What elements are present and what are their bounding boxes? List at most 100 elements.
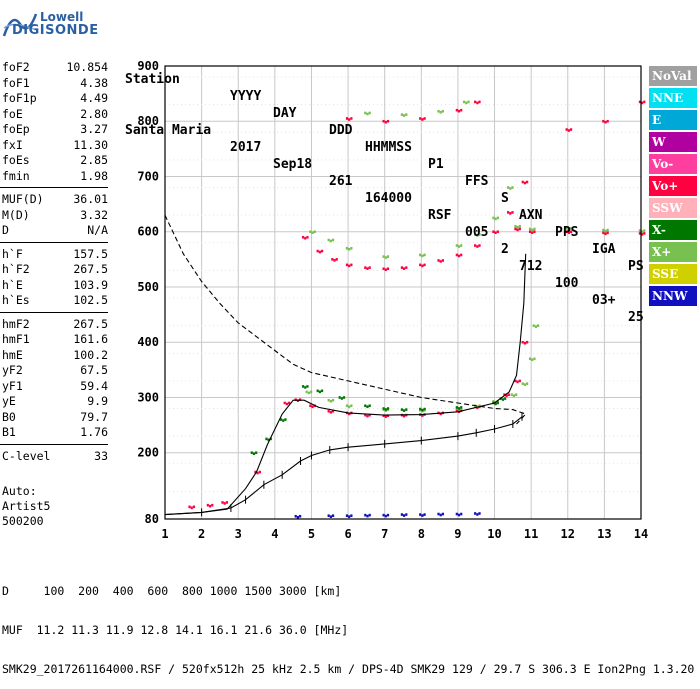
data-point	[439, 260, 442, 263]
data-point	[382, 267, 385, 271]
auto-artist: Artist5	[2, 499, 51, 513]
legend-item: NNE	[649, 88, 697, 108]
param-value: 36.01	[73, 192, 108, 206]
data-point	[474, 512, 477, 515]
param-value: 1.76	[80, 425, 108, 439]
param-row: MUF(D) 36.01	[2, 192, 108, 206]
legend-item: SSE	[649, 264, 697, 284]
data-point	[331, 398, 335, 402]
data-point	[457, 513, 461, 517]
data-point	[386, 414, 390, 417]
data-point	[602, 231, 605, 235]
y-tick-label: 600	[137, 225, 159, 239]
data-point	[604, 229, 607, 233]
header-value: RSF	[428, 208, 452, 223]
param-value: 11.30	[73, 137, 108, 152]
data-point	[386, 119, 390, 123]
data-point	[403, 514, 406, 517]
param-separator	[0, 241, 108, 243]
param-row: foF2 10.854	[2, 60, 108, 74]
data-point	[316, 249, 319, 253]
param-row: D N/A	[2, 223, 108, 237]
x-tick-label: 14	[634, 527, 648, 541]
data-point	[565, 128, 568, 131]
data-point	[283, 401, 286, 405]
data-point	[345, 514, 349, 517]
y-tick-label: 80	[145, 512, 159, 526]
data-point	[366, 267, 369, 270]
param-row: foEp 3.27	[2, 122, 108, 136]
data-point	[254, 470, 257, 474]
x-tick-label: 13	[597, 527, 611, 541]
header-value: 005	[465, 225, 489, 240]
data-point	[423, 263, 426, 267]
param-row: M(D) 3.32	[2, 208, 108, 222]
data-point	[327, 238, 330, 242]
x-tick-label: 7	[381, 527, 388, 541]
data-point	[511, 186, 514, 189]
legend-item: W	[649, 132, 697, 152]
header-label: P1	[428, 157, 444, 172]
data-point	[403, 267, 406, 270]
data-point	[474, 244, 477, 247]
param-key: B1	[2, 425, 16, 439]
data-point	[516, 228, 519, 232]
data-point	[265, 437, 268, 441]
data-point	[403, 114, 406, 117]
data-point	[331, 238, 335, 242]
data-point	[400, 113, 403, 116]
data-point	[192, 505, 196, 509]
data-point	[386, 407, 390, 410]
muf-curve	[164, 214, 527, 425]
data-point	[368, 513, 371, 517]
data-point	[478, 404, 481, 408]
data-point	[496, 400, 499, 403]
data-point	[345, 247, 349, 250]
data-point	[537, 324, 540, 327]
data-point	[437, 110, 440, 113]
data-point	[405, 513, 408, 516]
data-point	[516, 380, 519, 384]
data-point	[306, 385, 309, 388]
y-tick-label: 900	[137, 59, 159, 73]
data-point	[526, 382, 529, 385]
data-point	[496, 216, 499, 220]
param-value: 3.27	[80, 122, 108, 136]
data-point	[494, 231, 497, 235]
data-point	[366, 405, 369, 409]
data-point	[533, 357, 536, 361]
legend-item: SSW	[649, 198, 697, 218]
data-point	[567, 231, 570, 235]
data-point	[507, 393, 510, 397]
data-point	[423, 117, 426, 120]
param-row: B1 1.76	[2, 425, 108, 439]
data-point	[523, 383, 527, 386]
data-point	[279, 418, 283, 421]
auto-label: Auto:	[2, 484, 37, 498]
data-point	[350, 263, 353, 267]
param-row: foF1p 4.49	[2, 91, 108, 105]
header-values: Santa Maria 2017 Sep18 261 164000 RSF 00…	[125, 105, 644, 325]
param-value: 161.6	[73, 332, 108, 346]
data-point	[364, 513, 367, 517]
header-value: 03+	[592, 293, 616, 308]
data-point	[474, 233, 477, 236]
data-point	[382, 414, 385, 417]
header-label: DAY	[273, 106, 297, 121]
data-point	[350, 404, 353, 408]
data-point	[382, 119, 385, 123]
data-point	[604, 232, 607, 236]
data-point	[368, 413, 371, 417]
data-point	[460, 108, 463, 112]
param-key: foE	[2, 106, 23, 121]
y-tick-label: 300	[137, 390, 159, 404]
param-value: 4.49	[80, 91, 108, 105]
param-key: foF2	[2, 60, 30, 74]
header-label: DDD	[329, 123, 353, 138]
x-tick-label: 3	[235, 527, 242, 541]
param-value: 102.5	[73, 293, 108, 307]
param-value: 79.7	[80, 409, 108, 424]
param-key: h`F2	[2, 262, 30, 276]
legend-item: NNW	[649, 286, 697, 306]
data-point	[511, 211, 514, 214]
